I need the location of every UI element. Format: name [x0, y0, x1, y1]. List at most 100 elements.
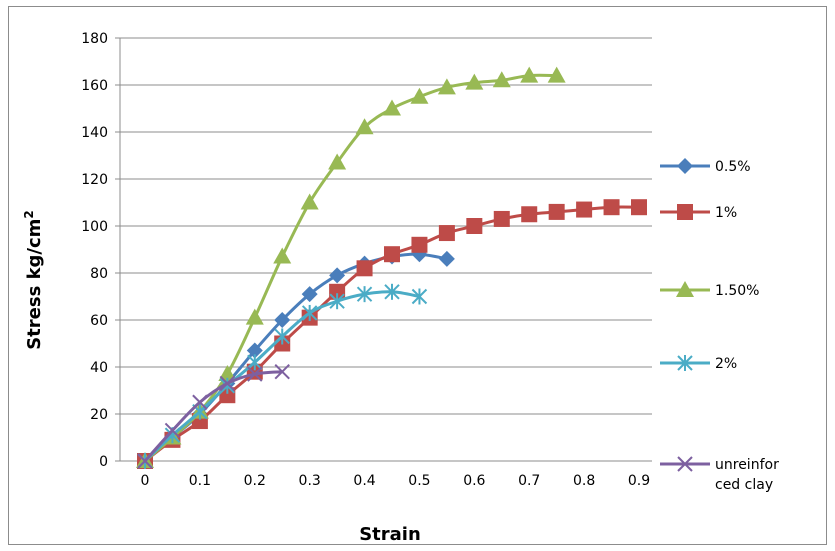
series-unreinforced-clay-point: [137, 453, 153, 469]
legend-item-2-: 2%: [660, 355, 737, 372]
series-2--point: [411, 288, 428, 305]
series-0-5--line: [144, 252, 448, 463]
y-tick-label: 180: [81, 31, 108, 47]
series-2--point: [329, 293, 345, 310]
series-1--point: [548, 203, 565, 220]
x-tick-label: 0.6: [463, 473, 485, 489]
x-tick-label: 0.9: [628, 473, 650, 489]
x-axis-title: Strain: [359, 524, 421, 545]
series-unreinforced-clay-point: [247, 366, 263, 382]
series-unreinforced-clay-point-stroke: [219, 375, 236, 392]
series-unreinforced-clay-point-stroke: [137, 453, 153, 469]
y-tick-label: 0: [99, 454, 108, 470]
series-2--point: [301, 304, 318, 321]
y-axis-title-main: Stress kg/cm: [24, 219, 45, 350]
legend-item-unreinforced-clay: unreinfor ced clay: [660, 456, 779, 493]
x-tick-label: 0.8: [573, 473, 595, 489]
series-1--point: [438, 225, 455, 242]
series-1-50--point: [492, 71, 511, 88]
series-1--point: [603, 199, 620, 216]
series-unreinforced-clay-point: [192, 394, 208, 410]
series-2--point: [356, 286, 373, 303]
series-1-50--point: [520, 66, 539, 83]
series-1-50--point: [300, 193, 319, 210]
series-unreinforced-clay-point: [164, 422, 181, 439]
series-unreinforced-clay-point: [274, 363, 290, 380]
series-0-5--point: [301, 286, 318, 303]
series-1-: [137, 199, 647, 469]
plot-area: [136, 66, 647, 469]
legend-marker-stroke: [677, 456, 693, 472]
y-tick-label: 60: [90, 313, 108, 329]
series-0-5--point: [274, 312, 291, 328]
x-tick-label: 0.4: [353, 473, 375, 489]
series-2--point: [247, 354, 263, 371]
series-unreinforced-clay-point-stroke: [274, 363, 290, 380]
series-unreinforced-clay-point-stroke: [247, 366, 263, 382]
legend-label: 1%: [715, 205, 737, 221]
x-tick-label: 0.3: [299, 473, 321, 489]
series-0-5--point: [246, 342, 263, 359]
series-1-50--point: [465, 73, 484, 90]
legend-marker: [677, 355, 693, 371]
x-tick-label: 0.7: [518, 473, 540, 489]
series-1--point: [356, 260, 373, 277]
y-axis-title: Stress kg/cm2: [22, 210, 45, 350]
legend-item-1-50-: 1.50%: [660, 281, 759, 299]
legend-item-1-: 1%: [660, 204, 737, 221]
series-unreinforced-clay: [137, 363, 290, 469]
legend-label: ced clay: [715, 477, 773, 493]
series-1-50--point: [218, 365, 237, 382]
legend-item-0-5-: 0.5%: [660, 158, 751, 175]
series-1-50--point: [383, 99, 401, 116]
series-1--point: [631, 199, 647, 216]
y-tick-label: 20: [90, 407, 108, 423]
x-tick-label: 0.5: [408, 473, 430, 489]
series-1-50--point: [245, 308, 264, 325]
legend-marker: [677, 158, 693, 174]
series-1--point: [411, 236, 428, 253]
y-tick-label: 140: [81, 125, 108, 141]
legend-label: 1.50%: [715, 283, 759, 299]
series-2-: [137, 283, 428, 469]
series-1--point: [384, 246, 400, 263]
legend-label: unreinfor: [715, 457, 779, 473]
series-1--point: [521, 206, 538, 223]
legend-marker: [677, 204, 693, 220]
legend: 0.5% 1% 1.50% 2% unreinfor ced clay: [660, 158, 779, 493]
series-2--point: [384, 283, 400, 300]
x-tick-label: 0.2: [244, 473, 266, 489]
legend-marker: [677, 456, 693, 472]
y-tick-label: 120: [81, 172, 108, 188]
series-1--line: [144, 205, 640, 463]
y-tick-label: 100: [81, 219, 108, 235]
legend-label: 0.5%: [715, 159, 751, 175]
y-tick-label: 160: [81, 78, 108, 94]
series-2--point: [274, 328, 290, 345]
series-1-50--point: [547, 66, 566, 83]
axes: 0 20 40 60 80 100 120 140 160 180 0 0.1 0.2 0.3 0.4 0.5…: [81, 31, 652, 489]
series-0-5-: [137, 246, 455, 469]
series-unreinforced-clay-point-stroke: [164, 422, 181, 439]
series-0-5--point: [438, 250, 455, 267]
series-0-5--point: [329, 267, 346, 284]
series-1--point: [576, 201, 593, 218]
y-tick-label: 80: [90, 266, 108, 282]
legend-marker: [676, 281, 694, 297]
series-1-50--point: [437, 78, 456, 95]
legend-label: 2%: [715, 356, 737, 372]
series-1-50--point: [273, 247, 292, 264]
series-1--point: [466, 218, 483, 234]
series-1--point: [493, 210, 510, 227]
x-tick-label: 0.1: [189, 473, 211, 489]
series-1-50--point: [328, 153, 347, 170]
y-tick-label: 40: [90, 360, 108, 376]
series-1-50--line: [144, 73, 557, 463]
y-axis-title-superscript: 2: [22, 210, 36, 218]
series-1-50--point: [355, 118, 374, 135]
series-1-50--point: [410, 87, 429, 104]
x-tick-label: 0: [141, 473, 150, 489]
series-unreinforced-clay-point: [219, 375, 236, 392]
series-unreinforced-clay-point-stroke: [192, 394, 208, 410]
